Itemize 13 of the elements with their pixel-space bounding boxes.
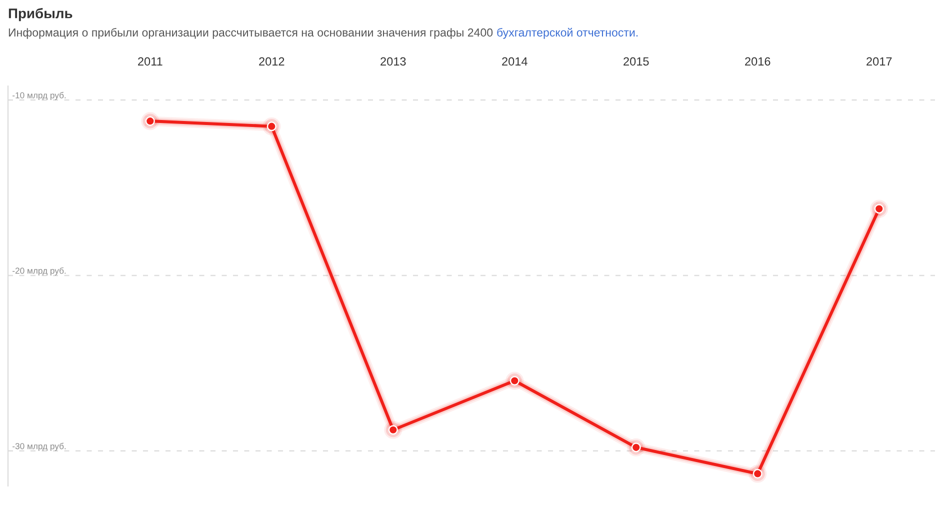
x-tick-label: 2011 <box>138 57 162 66</box>
x-tick-label: 2015 <box>624 57 649 66</box>
x-tick-label: 2013 <box>380 57 406 66</box>
text: бухгалтерской отчетности. <box>497 28 638 39</box>
x-tick-label: 2012 <box>259 57 284 66</box>
x-tick-label: 2014 <box>502 57 528 66</box>
chart-title: Прибыль <box>8 8 72 22</box>
y-tick-label: -10 млрд руб. <box>12 92 66 100</box>
x-tick-label: 2016 <box>745 57 770 66</box>
chart-subtitle: Информация о прибыли организации рассчитывается на основании значения графы 2400 <box>8 28 493 39</box>
y-tick-label: -30 млрд руб. <box>12 442 66 451</box>
x-tick-label: 2017 <box>866 57 892 66</box>
y-tick-label: -20 млрд руб. <box>12 267 66 276</box>
